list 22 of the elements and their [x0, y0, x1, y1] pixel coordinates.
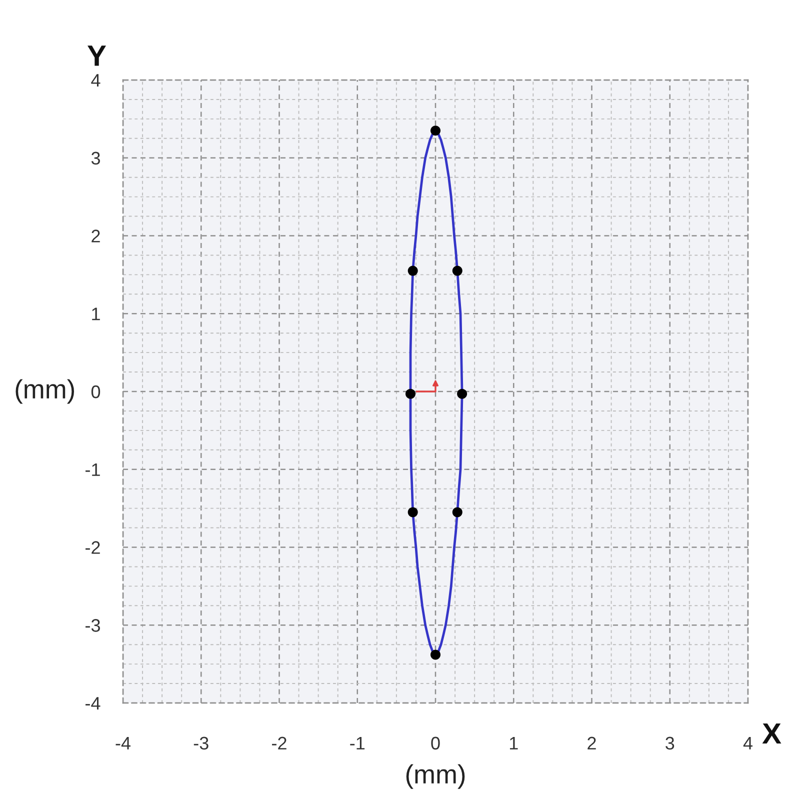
x-tick-label: 1 — [510, 736, 518, 750]
y-axis-title: (mm) — [16, 379, 74, 404]
y-tick-label: 4 — [91, 74, 100, 87]
y-tick-label: 0 — [91, 385, 100, 398]
x-tick-label: -1 — [350, 736, 365, 750]
y-tick-label: 1 — [92, 308, 100, 320]
x-tick-label: -2 — [272, 736, 286, 750]
x-tick-label: 4 — [743, 736, 752, 750]
y-tick-label: 3 — [91, 152, 100, 165]
x-tick-label: -4 — [116, 736, 130, 750]
y-tick-label: -2 — [86, 541, 100, 554]
y-tick-label: -3 — [86, 619, 100, 632]
x-tick-label: 0 — [431, 736, 440, 750]
x-tick-label: 2 — [588, 736, 596, 750]
y-tick-label: -1 — [86, 463, 100, 476]
x-tick-label: -3 — [194, 736, 208, 750]
text: X — [762, 723, 782, 744]
x-axis-title: (mm) — [406, 764, 465, 789]
y-tick-label: 2 — [92, 230, 100, 242]
y-tick-label: -4 — [86, 697, 100, 710]
text: Y — [88, 46, 106, 66]
x-tick-label: 3 — [666, 736, 674, 750]
